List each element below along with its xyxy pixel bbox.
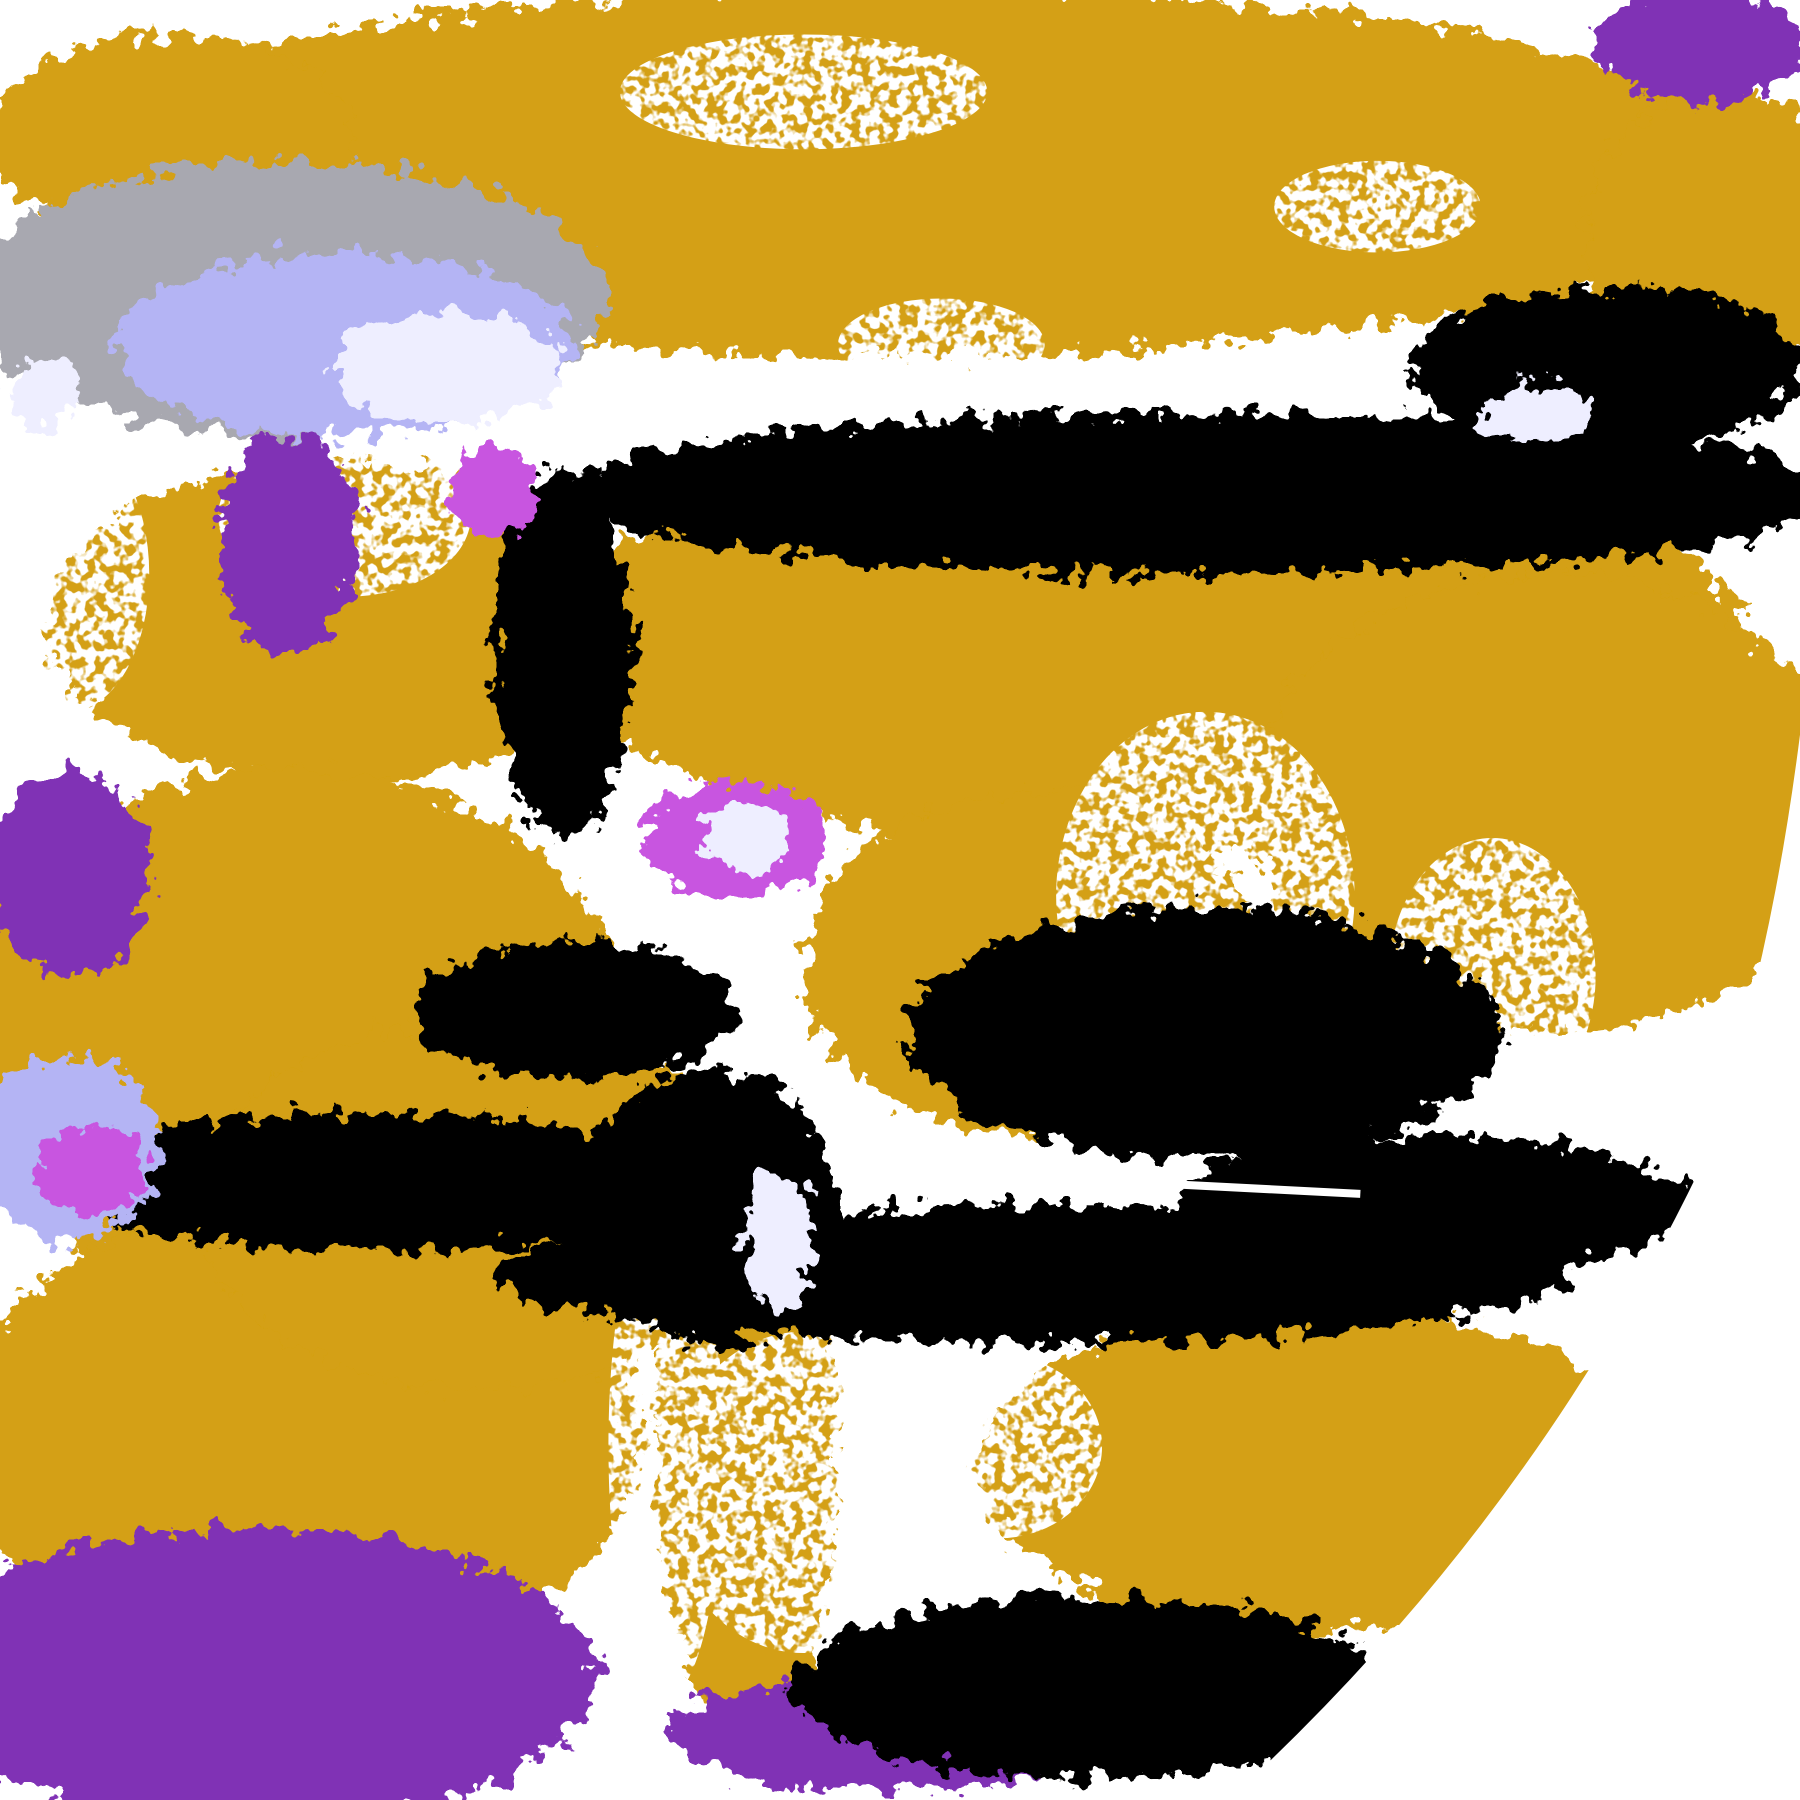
#c855e0 (493, 470, 632, 839)
pale-cloud-core (1480, 384, 1596, 442)
earth-disk-edge-space (1228, 734, 1800, 1800)
purple-cloud-region (0, 769, 150, 976)
purple-cloud-region (1595, 0, 1800, 104)
pale-cloud-core (11, 355, 81, 425)
pale-cloud-core (332, 309, 563, 425)
magenta-cloud-region (34, 1125, 150, 1217)
#b4b4f4 (1480, 286, 1780, 402)
#c855e0 (964, 1658, 1148, 1717)
pale-cloud-core (700, 803, 793, 873)
clear-sky-gap (838, 298, 1045, 391)
#a8a8b0 (34, 1113, 724, 1252)
gold-cloud-region (45, 459, 643, 781)
clear-sky-gap (0, 436, 150, 712)
#b4b4f4 (723, 424, 1688, 517)
#8033b5 (906, 906, 1504, 1160)
gold-cloud-region (1251, 574, 1800, 1034)
clear-sky-gap (665, 1331, 942, 1654)
scan-line-artifact (1090, 1176, 1361, 1198)
clear-sky-gap (895, 1354, 1103, 1539)
purple-cloud-region (218, 424, 356, 655)
#8033b5 (413, 941, 735, 1080)
purple-cloud-region (0, 1526, 597, 1800)
clear-sky-gap (1274, 160, 1481, 253)
magenta-cloud-region (447, 447, 540, 540)
pale-cloud-core (746, 1170, 816, 1309)
clear-sky-gap (619, 34, 988, 150)
